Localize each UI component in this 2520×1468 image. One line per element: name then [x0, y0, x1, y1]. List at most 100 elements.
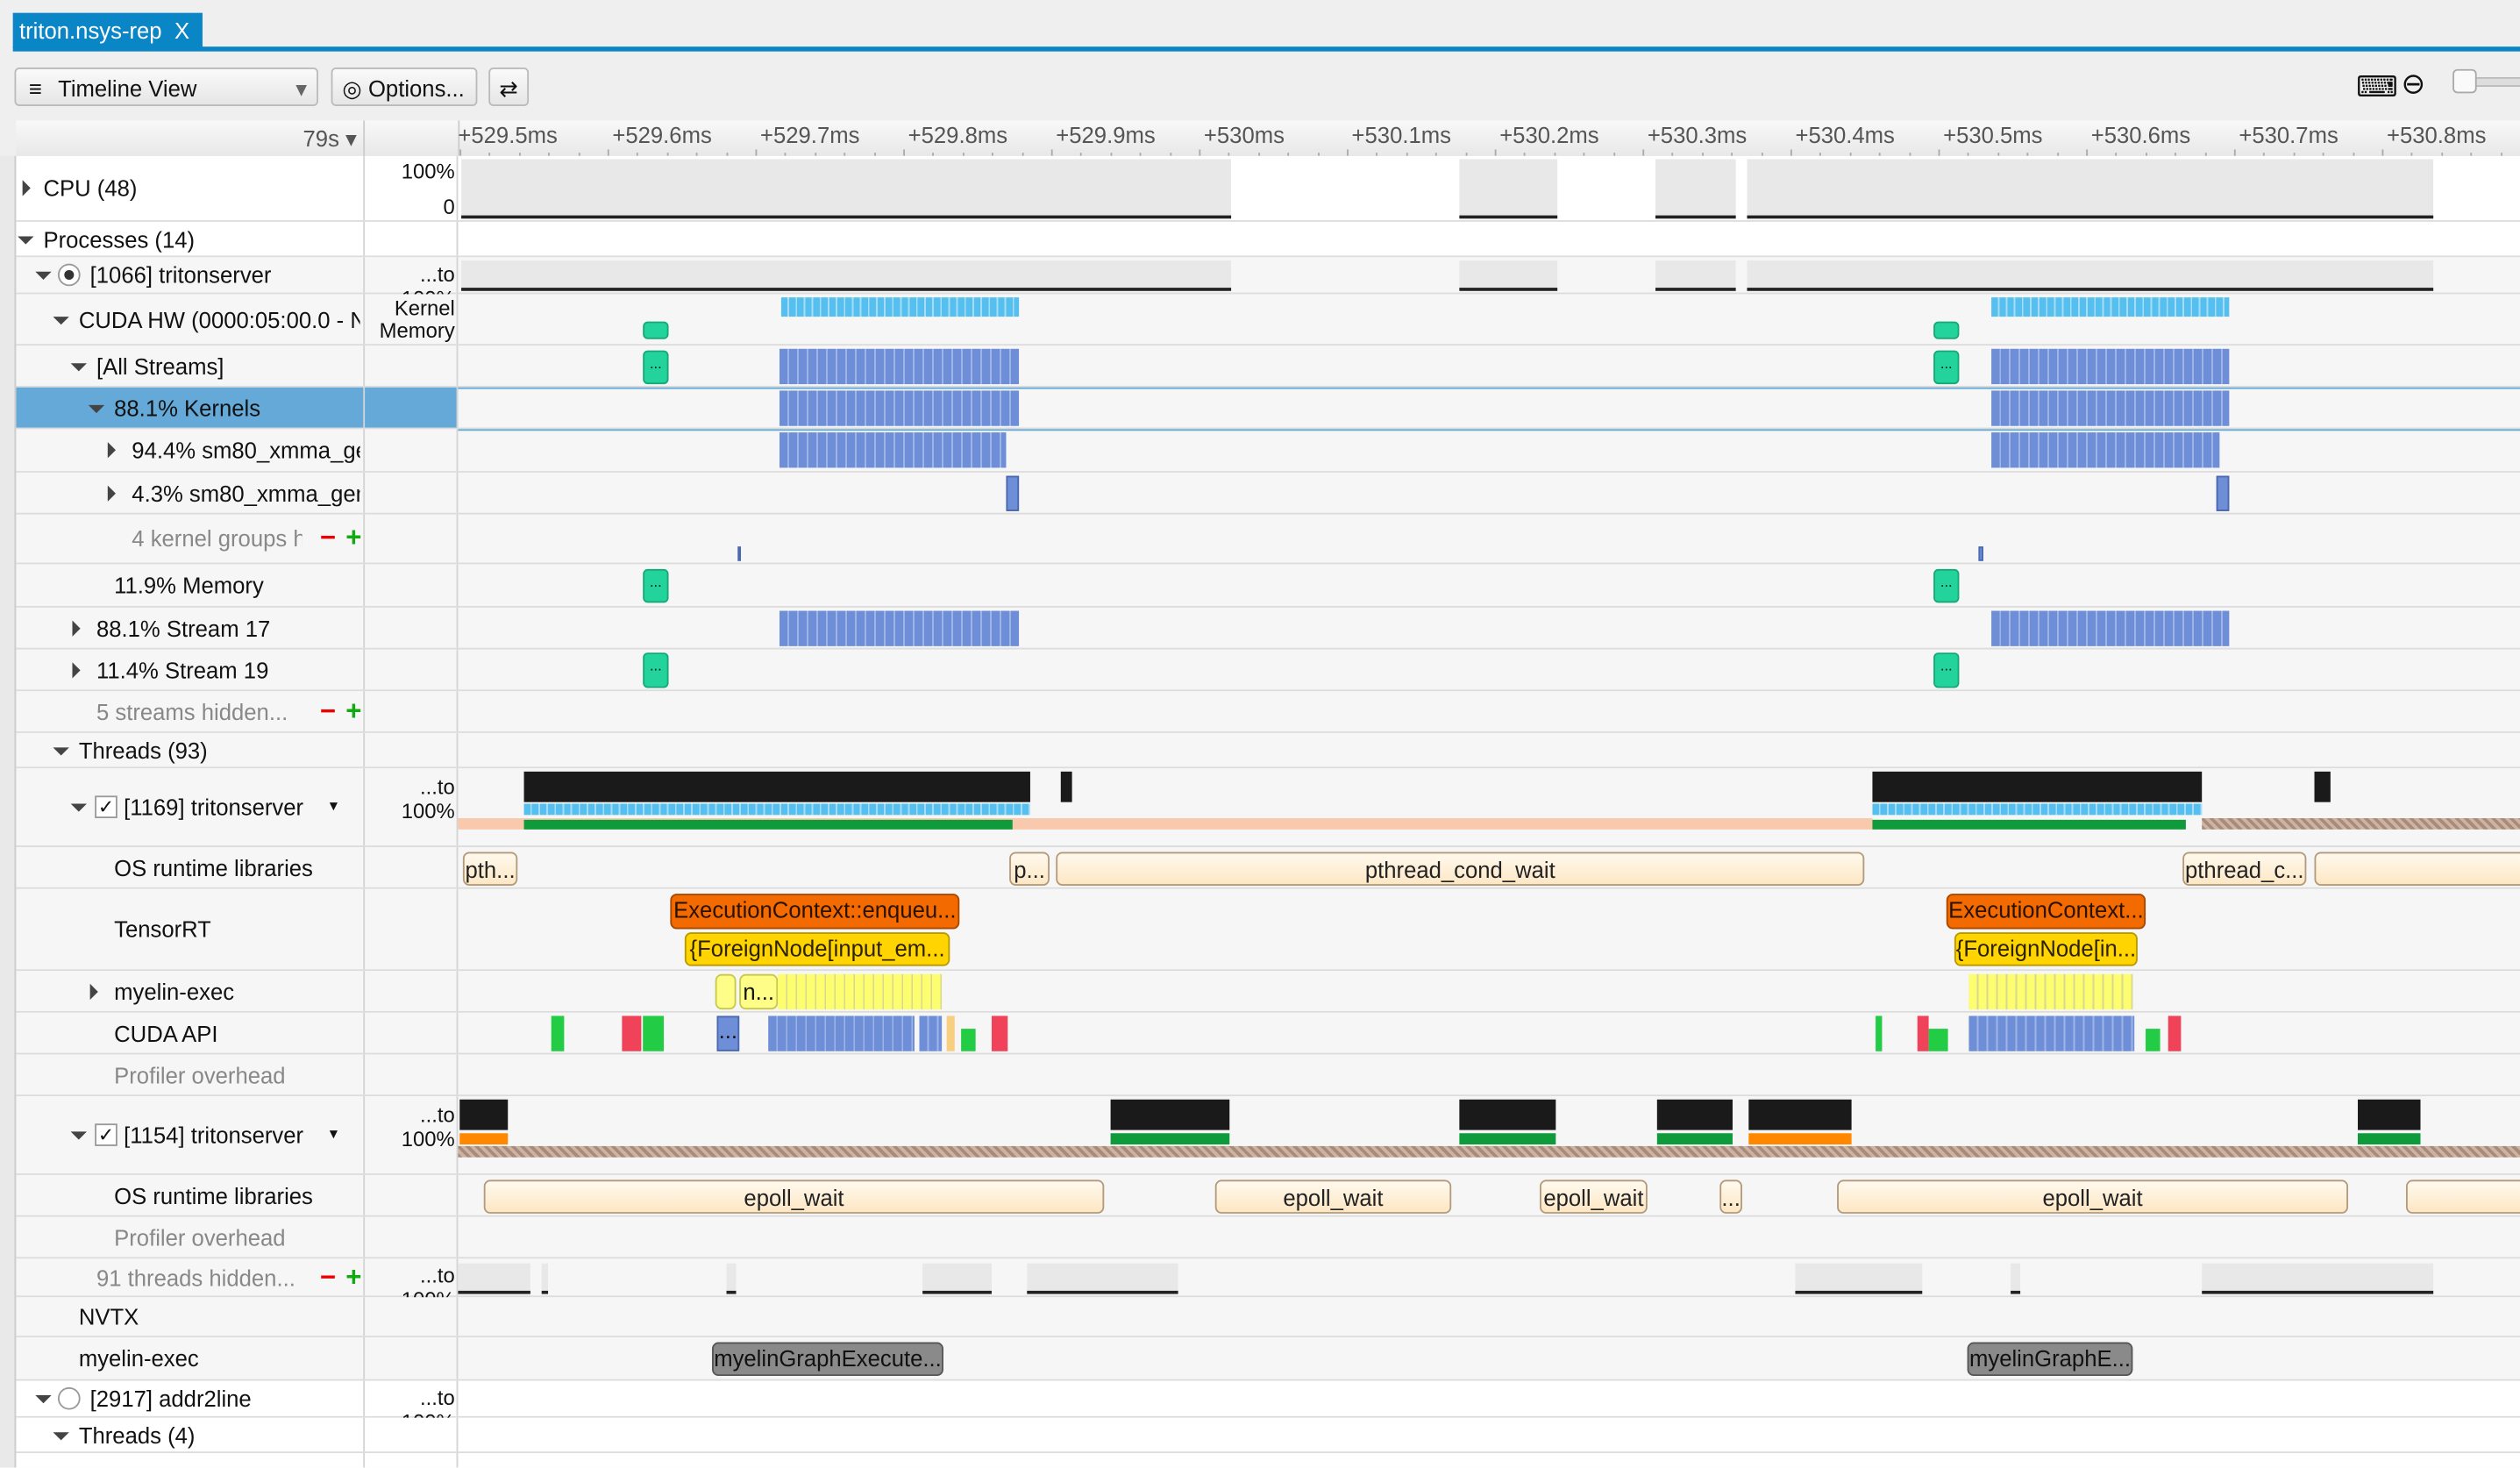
hide-minus-button[interactable]: −: [319, 695, 337, 726]
row-label-cell[interactable]: Threads (93): [16, 732, 366, 767]
tree-row-stream19[interactable]: 11.4% Stream 19: [16, 649, 2520, 692]
row-label-cell[interactable]: CUDA HW (0000:05:00.0 - NVIDIA: [16, 294, 366, 345]
keyboard-icon[interactable]: ⌨: [2356, 70, 2398, 103]
osrt-event[interactable]: [2406, 1179, 2520, 1214]
tensorrt-enqueue-event[interactable]: ExecutionContext...: [1946, 894, 2146, 930]
close-icon[interactable]: X: [174, 18, 190, 44]
thread-checkbox[interactable]: ✓: [95, 1123, 117, 1146]
tree-row[interactable]: [16, 1453, 2520, 1468]
tree-row-t1169-cuda[interactable]: CUDA API: [16, 1012, 2520, 1055]
row-label-cell[interactable]: Profiler overhead: [16, 1216, 366, 1258]
osrt-event[interactable]: ...: [1719, 1179, 1742, 1214]
zoom-slider-handle[interactable]: [2452, 68, 2477, 94]
row-label-cell[interactable]: Threads (4): [16, 1417, 366, 1452]
expand-arrow-down-icon[interactable]: [70, 362, 87, 371]
row-label-cell[interactable]: 91 threads hidden... − +: [16, 1258, 366, 1296]
row-label-cell[interactable]: [All Streams]: [16, 346, 366, 386]
options-button[interactable]: ◎ Options...: [331, 67, 478, 106]
row-label-cell[interactable]: myelin-exec: [16, 971, 366, 1011]
expand-arrow-right-icon[interactable]: [72, 619, 81, 636]
row-label-cell[interactable]: OS runtime libraries: [16, 846, 366, 887]
thread-menu-caret[interactable]: ▾: [329, 1126, 338, 1144]
expand-arrow-right-icon[interactable]: [107, 442, 116, 459]
expand-arrow-down-icon[interactable]: [53, 1431, 69, 1440]
tree-row-t1169-myelin[interactable]: myelin-exec: [16, 971, 2520, 1013]
row-label-cell[interactable]: ✓ [1154] tritonserver ▾: [16, 1096, 366, 1174]
row-label-cell[interactable]: Profiler overhead: [16, 1054, 366, 1095]
tab-triton-report[interactable]: triton.nsys-rep X: [12, 12, 203, 48]
expand-arrow-down-icon[interactable]: [88, 403, 105, 413]
osrt-event[interactable]: pthread_cond_wait: [1056, 852, 1865, 886]
osrt-event[interactable]: p...: [1009, 852, 1050, 886]
row-label-cell[interactable]: [1066] tritonserver: [16, 257, 366, 293]
row-label-cell[interactable]: TensorRT: [16, 888, 366, 970]
show-plus-button[interactable]: +: [345, 695, 362, 726]
tree-row-nvtx-myelin[interactable]: myelin-exec: [16, 1337, 2520, 1381]
row-label-cell[interactable]: Processes (14): [16, 221, 366, 256]
osrt-event[interactable]: epoll_wait: [1214, 1179, 1452, 1214]
osrt-event[interactable]: pthread_c...: [2182, 852, 2307, 886]
nvtx-range[interactable]: myelinGraphExecute...: [712, 1342, 943, 1377]
tree-row-t1154[interactable]: ✓ [1154] tritonserver ▾ ...to 100%: [16, 1096, 2520, 1175]
expand-arrow-right-icon[interactable]: [72, 661, 81, 678]
expand-arrow-right-icon[interactable]: [107, 484, 116, 501]
row-label-cell[interactable]: 11.9% Memory: [16, 564, 366, 607]
cuda-api-launch[interactable]: ...: [716, 1015, 740, 1051]
tensorrt-enqueue-event[interactable]: ExecutionContext::enqueu...: [670, 894, 960, 930]
time-base-selector[interactable]: 79s ▾: [16, 120, 366, 156]
tree-row-t1169-prof[interactable]: Profiler overhead: [16, 1054, 2520, 1097]
swap-button[interactable]: ⇄: [488, 67, 530, 106]
tree-row-threads93[interactable]: Threads (93): [16, 732, 2520, 769]
hide-minus-button[interactable]: −: [319, 522, 337, 553]
expand-arrow-down-icon[interactable]: [53, 316, 69, 324]
row-label-cell[interactable]: 11.4% Stream 19: [16, 649, 366, 690]
osrt-event[interactable]: epoll_wait: [1837, 1179, 2349, 1214]
row-label-cell[interactable]: 5 streams hidden... − +: [16, 691, 366, 732]
tree-row-nvtx[interactable]: NVTX: [16, 1297, 2520, 1338]
row-label-cell[interactable]: CPU (48): [16, 155, 366, 221]
expand-arrow-down-icon[interactable]: [35, 1395, 52, 1404]
myelin-event[interactable]: n...: [739, 973, 779, 1010]
osrt-event[interactable]: [2314, 852, 2520, 886]
expand-arrow-down-icon[interactable]: [53, 746, 69, 755]
expand-arrow-down-icon[interactable]: [18, 235, 34, 244]
tree-row-threads-hidden[interactable]: 91 threads hidden...−+...to 100%: [16, 1258, 2520, 1312]
row-label-cell[interactable]: NVTX: [16, 1297, 366, 1336]
row-label-cell[interactable]: 88.1% Kernels: [16, 387, 366, 428]
process-radio[interactable]: [57, 263, 81, 287]
row-label-cell[interactable]: 4 kernel groups hidden...−+: [16, 514, 366, 563]
row-label-cell[interactable]: 94.4% sm80_xmma_gemm: [16, 429, 366, 472]
osrt-event[interactable]: pth...: [462, 852, 518, 886]
zoom-out-icon[interactable]: ⊖: [2401, 67, 2426, 100]
expand-arrow-down-icon[interactable]: [35, 271, 52, 280]
row-label-cell[interactable]: myelin-exec: [16, 1337, 366, 1379]
tree-row-threads4[interactable]: Threads (4): [16, 1417, 2520, 1454]
tensorrt-layer-event[interactable]: {ForeignNode[in...: [1954, 932, 2138, 966]
tree-row-p2917[interactable]: [2917] addr2line ...to 100%: [16, 1380, 2520, 1434]
tree-row-memory[interactable]: 11.9% Memory: [16, 564, 2520, 608]
osrt-event[interactable]: epoll_wait: [1540, 1179, 1648, 1214]
expand-arrow-down-icon[interactable]: [70, 1131, 87, 1140]
show-plus-button[interactable]: +: [345, 522, 362, 553]
tree-row-t1154-prof[interactable]: Profiler overhead: [16, 1216, 2520, 1259]
hide-minus-button[interactable]: −: [319, 1260, 337, 1292]
expand-arrow-right-icon[interactable]: [22, 180, 31, 196]
tensorrt-layer-event[interactable]: {ForeignNode[input_em...: [684, 932, 950, 966]
tree-row-kernel-hidden[interactable]: 4 kernel groups hidden...−+: [16, 514, 2520, 565]
thread-menu-caret[interactable]: ▾: [329, 798, 338, 816]
row-label-cell[interactable]: CUDA API: [16, 1012, 366, 1053]
row-label-cell[interactable]: [16, 1453, 366, 1468]
thread-checkbox[interactable]: ✓: [95, 795, 117, 818]
row-label-cell[interactable]: OS runtime libraries: [16, 1174, 366, 1215]
row-label-cell[interactable]: [2917] addr2line: [16, 1380, 366, 1416]
process-radio[interactable]: [57, 1386, 81, 1410]
tree-row-k2[interactable]: 4.3% sm80_xmma_gemm: [16, 472, 2520, 515]
row-label-cell[interactable]: 4.3% sm80_xmma_gemm: [16, 472, 366, 513]
row-label-cell[interactable]: ✓ [1169] tritonserver ▾: [16, 768, 366, 846]
expand-arrow-down-icon[interactable]: [70, 803, 87, 812]
expand-arrow-right-icon[interactable]: [89, 982, 98, 1000]
tree-row-processes[interactable]: Processes (14): [16, 221, 2520, 258]
show-plus-button[interactable]: +: [345, 1260, 362, 1292]
row-label-cell[interactable]: 88.1% Stream 17: [16, 607, 366, 648]
nvtx-range[interactable]: myelinGraphE...: [1967, 1342, 2133, 1377]
